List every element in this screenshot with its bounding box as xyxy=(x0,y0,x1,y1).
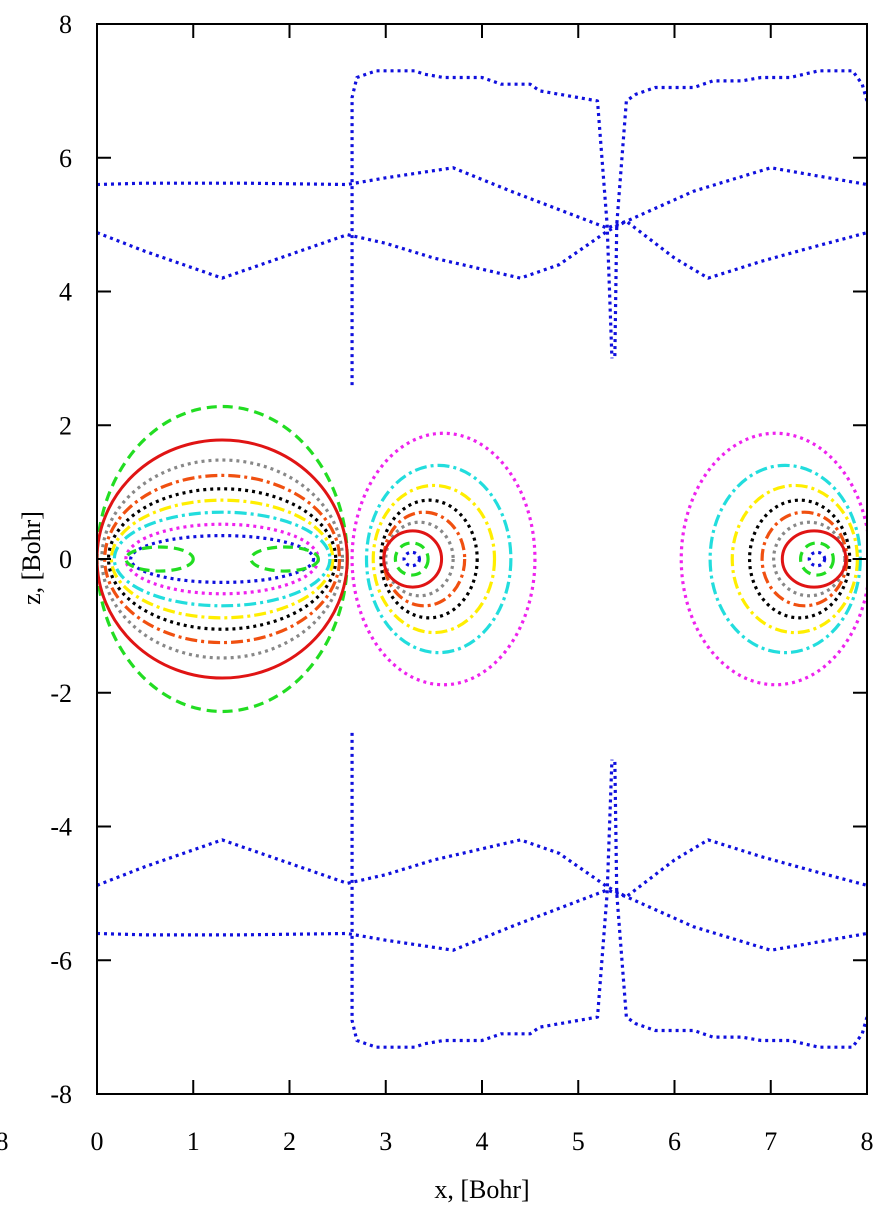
x-tick-label: 0 xyxy=(91,1127,104,1156)
x-axis-title: x, [Bohr] xyxy=(434,1175,529,1204)
green-contour-18 xyxy=(393,541,430,577)
x-tick-label: 1 xyxy=(187,1127,200,1156)
green-contour-27 xyxy=(798,541,835,577)
blue-open-contour-3 xyxy=(613,759,867,1049)
cyan-contour-6 xyxy=(112,510,332,608)
axis-ticks xyxy=(96,23,868,1095)
y-tick-label: 4 xyxy=(59,278,72,307)
plot-frame xyxy=(96,23,868,1095)
yellow-contour-13 xyxy=(371,483,497,635)
y-tick-label: 6 xyxy=(59,144,72,173)
x-tick-label: 4 xyxy=(476,1127,489,1156)
blue-open-contour-5 xyxy=(97,219,867,280)
blue-open-contour-7 xyxy=(97,838,867,899)
y-tick-label: 8 xyxy=(59,10,72,39)
y-tick-label: -4 xyxy=(50,813,72,842)
blue-contour-8 xyxy=(129,533,316,585)
contour-lines xyxy=(97,69,867,1049)
blue-open-contour-1 xyxy=(613,69,867,359)
left-panel-tick-label: 8 xyxy=(0,1127,9,1156)
y-tick-label: -2 xyxy=(50,679,72,708)
red-contour-26 xyxy=(780,529,848,589)
x-tick-label: 6 xyxy=(668,1127,681,1156)
y-tick-labels: 8 6 4 2 0 -2 -4 -6 -8 xyxy=(50,10,72,1109)
yellow-contour-22 xyxy=(730,483,859,635)
black-contour-14 xyxy=(379,498,479,620)
y-tick-label: -6 xyxy=(50,946,72,975)
green-contour-0 xyxy=(97,404,349,714)
yellow-contour-5 xyxy=(109,498,335,620)
blue-contour-19 xyxy=(402,550,422,568)
y-tick-label: 0 xyxy=(59,545,72,574)
x-tick-label: 5 xyxy=(572,1127,585,1156)
red-contour-1 xyxy=(97,438,349,680)
black-contour-23 xyxy=(747,498,852,620)
green-contour-9 xyxy=(124,545,195,573)
cyan-contour-12 xyxy=(364,463,513,655)
gray-contour-2 xyxy=(100,458,345,660)
orangered-contour-15 xyxy=(382,510,467,608)
red-contour-17 xyxy=(382,529,444,589)
magenta-contour-20 xyxy=(679,431,867,687)
x-tick-label: 7 xyxy=(764,1127,777,1156)
blue-open-contour-4 xyxy=(97,166,867,230)
y-tick-label: -8 xyxy=(50,1080,72,1109)
x-tick-label: 3 xyxy=(379,1127,392,1156)
blue-open-contour-6 xyxy=(97,888,867,952)
x-tick-labels: 0 1 2 3 4 5 6 7 8 xyxy=(91,1127,874,1156)
blue-open-contour-2 xyxy=(350,732,614,1049)
magenta-contour-11 xyxy=(350,431,537,687)
y-tick-label: 2 xyxy=(59,411,72,440)
x-tick-label: 2 xyxy=(283,1127,296,1156)
y-axis-title: z, [Bohr] xyxy=(17,511,46,605)
blue-contour-28 xyxy=(807,550,827,568)
x-tick-label: 8 xyxy=(861,1127,874,1156)
black-contour-4 xyxy=(106,487,338,631)
green-contour-10 xyxy=(249,545,320,573)
blue-open-contour-0 xyxy=(350,69,614,386)
gray-contour-16 xyxy=(384,520,455,598)
